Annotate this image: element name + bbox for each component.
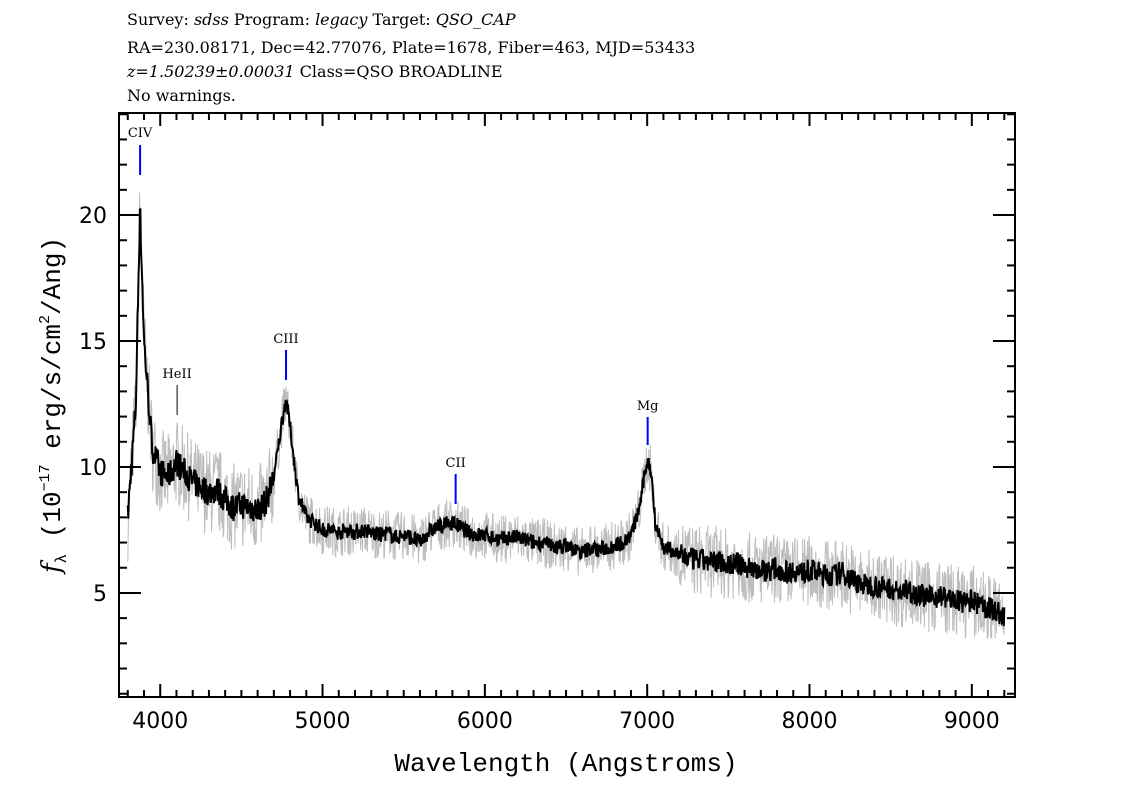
redshift-value: z=1.50239±0.00031 [127,62,295,81]
y-tick-label: 20 [79,204,107,229]
error-band [127,192,1005,640]
x-tick-label: 5000 [295,709,351,734]
line-label-civ: CIV [128,126,153,141]
y-tick-label: 15 [79,330,107,355]
y-tick-label: 5 [93,582,107,607]
survey-label: Survey: [127,10,189,29]
line-label-cii: CII [446,456,466,471]
target-value: QSO_CAP [435,10,516,29]
flux-line [126,208,1006,627]
program-label: Program: [233,10,310,29]
x-tick-label: 8000 [782,709,838,734]
x-axis-label: Wavelength (Angstroms) [394,749,737,779]
x-tick-label: 4000 [132,709,188,734]
survey-value: sdss [193,10,229,29]
y-axis-label: fλ (10−17 erg/s/cm2/Ang) [37,237,71,575]
program-value: legacy [315,10,368,29]
flux-series [126,208,1006,627]
line-annotations: CIV HeII CIII CII Mg [128,126,659,504]
x-tick-label: 6000 [457,709,513,734]
header-line-coords: RA=230.08171, Dec=42.77076, Plate=1678, … [127,38,696,57]
header-line-survey: Survey: sdss Program: legacy Target: QSO… [127,10,516,30]
y-tick-label: 10 [79,456,107,481]
line-label-heii: HeII [162,367,191,382]
axis-ticks: 4000 5000 6000 7000 8000 9000 5 10 15 20 [79,113,1015,734]
line-label-ciii: CIII [273,332,298,347]
error-band-path [127,192,1005,640]
line-label-mg: Mg [637,399,659,414]
x-tick-label: 7000 [619,709,675,734]
x-tick-label: 9000 [944,709,1000,734]
plot-frame [118,112,1016,698]
class-value: Class=QSO BROADLINE [299,62,503,81]
header-line-redshift: z=1.50239±0.00031 Class=QSO BROADLINE [127,62,503,82]
header-warnings: No warnings. [127,86,236,105]
target-label: Target: [372,10,431,29]
